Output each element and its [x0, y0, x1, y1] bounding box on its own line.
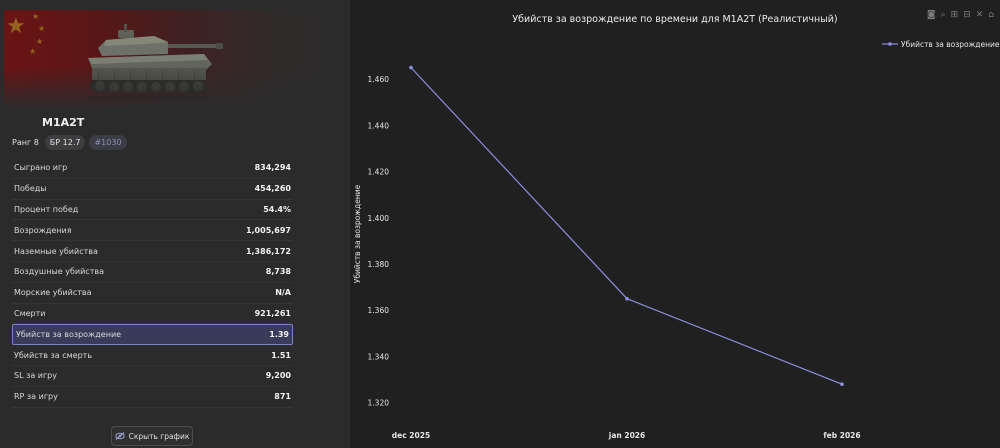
stat-label: Процент побед	[14, 204, 79, 214]
stat-value: 1.39	[269, 330, 289, 340]
y-axis-label: Убийств за возрождение	[353, 184, 362, 283]
stat-value: 871	[274, 392, 291, 402]
stat-value: 54.4%	[263, 204, 291, 214]
stat-label: Убийств за смерть	[14, 350, 93, 360]
stat-value: 1,386,172	[245, 246, 291, 256]
stat-label: RP за игру	[14, 392, 58, 402]
stat-value: 8,738	[265, 267, 291, 277]
chart-panel: 1.320 1.340 1.360 1.380 1.400 1.420 1.440 1.460…	[350, 0, 1000, 448]
x-tick-label: dec 2025	[392, 431, 430, 440]
chart-modebar: ◙ ⌕ ⊞ ⊟ ✕ ⌂	[927, 10, 994, 21]
stat-row[interactable]: Смерти 921,261	[12, 304, 293, 325]
banner-fade	[4, 66, 350, 106]
stat-label: SL за игру	[14, 371, 57, 381]
eye-off-icon	[114, 432, 125, 440]
stat-value: 1,005,697	[245, 225, 291, 235]
rank-label: Ранг 8	[12, 138, 39, 147]
stat-row[interactable]: Наземные убийства 1,386,172	[12, 241, 293, 262]
stat-value: 1.51	[271, 350, 291, 360]
autoscale-icon[interactable]: ✕	[975, 10, 984, 20]
y-tick-label: 1.340	[368, 352, 390, 361]
stats-table: Сыграно игр 834,294 Победы 454,260 Процент п…	[12, 158, 293, 408]
stat-row[interactable]: Возрождения 1,005,697	[12, 220, 293, 242]
stat-value: 921,261	[254, 308, 291, 318]
stat-label: Воздушные убийства	[14, 267, 104, 277]
stat-value: N/A	[275, 288, 291, 298]
y-tick-label: 1.320	[368, 399, 390, 408]
stat-row[interactable]: Воздушные убийства 8,738	[12, 262, 293, 283]
data-point	[409, 65, 413, 70]
y-tick-label: 1.380	[368, 260, 390, 269]
stat-label: Победы	[14, 184, 47, 194]
x-tick-label: jan 2026	[608, 431, 645, 440]
id-badge: #1030	[89, 135, 127, 150]
line-chart[interactable]: 1.320 1.340 1.360 1.380 1.400 1.420 1.440 1.460…	[350, 0, 1000, 448]
zoom-in-icon[interactable]: ⊞	[950, 10, 959, 20]
y-tick-label: 1.440	[368, 121, 390, 130]
stat-label: Убийств за возрождение	[16, 330, 122, 340]
flag-star-icon: ★	[6, 14, 26, 39]
stat-value: 9,200	[265, 371, 291, 381]
y-tick-label: 1.460	[368, 75, 390, 84]
stat-label: Смерти	[14, 308, 46, 318]
data-point	[625, 296, 629, 301]
stat-row[interactable]: Сыграно игр 834,294	[12, 158, 293, 179]
br-badge: БР 12.7	[44, 135, 86, 150]
flag-star-icon: ★	[32, 12, 40, 21]
home-icon[interactable]: ⌂	[988, 10, 994, 20]
stat-row[interactable]: Убийств за смерть 1.51	[12, 345, 293, 366]
vehicle-name: M1A2T	[42, 116, 85, 129]
x-tick-label: feb 2026	[823, 431, 860, 440]
stat-row[interactable]: Победы 454,260	[12, 179, 293, 200]
series-line	[410, 67, 843, 385]
stat-value: 834,294	[254, 163, 291, 173]
hide-chart-button[interactable]: Скрыть график	[111, 426, 193, 446]
stat-row[interactable]: Процент побед 54.4%	[12, 200, 293, 221]
stat-label: Возрождения	[14, 225, 72, 235]
legend-marker	[888, 42, 892, 46]
zoom-out-icon[interactable]: ⊟	[963, 10, 971, 20]
vehicle-badges: Ранг 8 БР 12.7 #1030	[12, 135, 127, 150]
stat-row[interactable]: Убийств за возрождение 1.39	[12, 324, 293, 346]
flag-star-icon: ★	[29, 47, 37, 56]
chart-title: Убийств за возрождение по времени для M1…	[512, 14, 838, 25]
y-tick-label: 1.400	[368, 214, 390, 223]
stat-value: 454,260	[254, 184, 291, 194]
flag-star-icon: ★	[36, 37, 44, 46]
stat-row[interactable]: SL за игру 9,200	[12, 366, 293, 387]
hide-chart-label: Скрыть график	[128, 431, 190, 441]
flag-star-icon: ★	[38, 24, 46, 33]
camera-icon[interactable]: ◙	[926, 10, 936, 20]
vehicle-panel: ★ ★ ★ ★ ★	[0, 0, 350, 448]
y-tick-label: 1.420	[368, 168, 390, 177]
data-point	[840, 382, 844, 387]
y-tick-label: 1.360	[368, 306, 390, 315]
zoom-icon[interactable]: ⌕	[940, 10, 946, 20]
stat-label: Морские убийства	[14, 288, 92, 298]
legend-label: Убийств за возрождение	[901, 40, 1000, 49]
stat-label: Наземные убийства	[14, 246, 98, 256]
vehicle-banner: ★ ★ ★ ★ ★	[4, 10, 350, 106]
stat-label: Сыграно игр	[14, 163, 68, 173]
stat-row[interactable]: Морские убийства N/A	[12, 283, 293, 304]
stat-row[interactable]: RP за игру 871	[12, 387, 293, 408]
